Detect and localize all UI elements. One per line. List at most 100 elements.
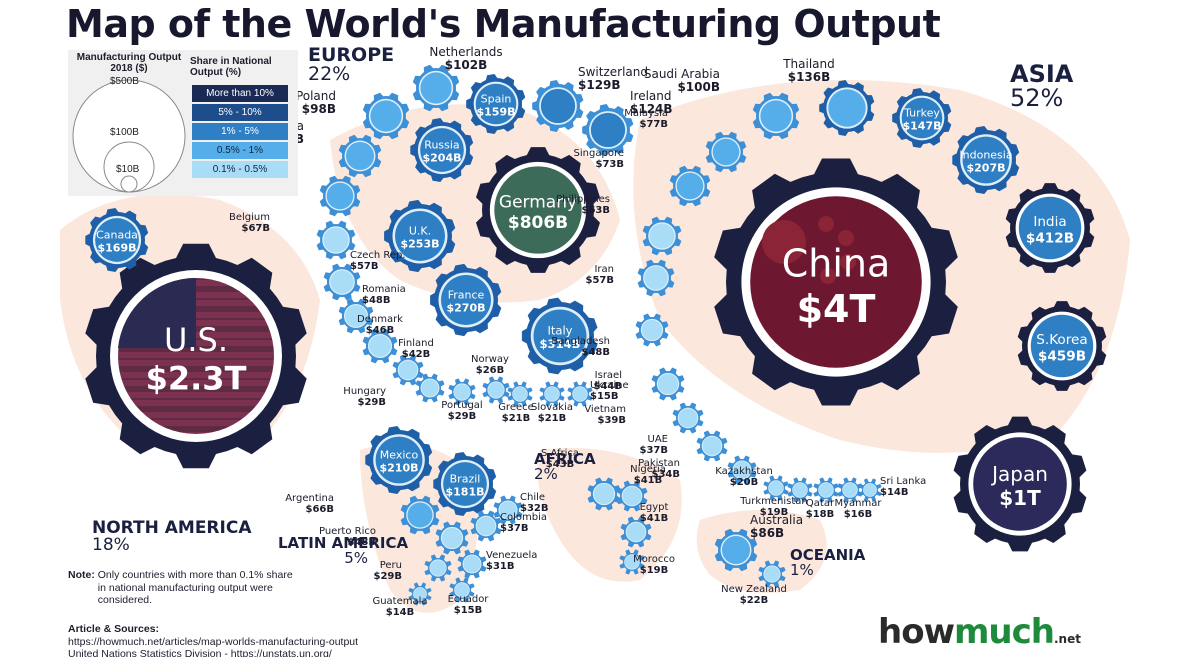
country-value: $19B xyxy=(640,565,669,576)
flag-face xyxy=(626,522,646,542)
country-value: $14B xyxy=(880,487,909,498)
source-link-unstats[interactable]: United Nations Statistics Division - htt… xyxy=(68,648,332,657)
flag-face xyxy=(1030,314,1094,378)
gear-myanmar xyxy=(837,477,863,503)
flag-face xyxy=(420,72,452,104)
flag-face xyxy=(494,166,582,254)
flag-face xyxy=(702,436,722,456)
country-value: $43B xyxy=(546,459,575,470)
country-name: Greece xyxy=(498,402,534,413)
country-name: France xyxy=(448,288,485,301)
brand-net: .net xyxy=(1053,632,1081,646)
footnote: Note: Only countries with more than 0.1%… xyxy=(68,569,304,607)
region-oceania-share: 1% xyxy=(790,561,814,579)
country-value: $207B xyxy=(967,162,1006,175)
country-value: $15B xyxy=(590,391,619,402)
flag-face xyxy=(488,382,504,398)
country-name: Indonesia xyxy=(959,148,1012,161)
country-name: S.Africa xyxy=(541,448,579,459)
country-value: $412B xyxy=(1026,230,1074,246)
region-africa: AFRICA 2% xyxy=(534,452,596,482)
country-name: Germany xyxy=(499,192,577,212)
gear-slovakia xyxy=(539,381,565,407)
country-value: $124B xyxy=(630,102,673,116)
flag-face xyxy=(398,360,418,380)
country-value: $48B xyxy=(362,295,391,306)
country-name: Russia xyxy=(424,138,459,151)
country-value: $19B xyxy=(760,507,789,518)
country-value: $37B xyxy=(500,523,529,534)
gear-brazil xyxy=(433,452,497,516)
gear-vietnam xyxy=(672,402,704,434)
flag-face xyxy=(454,582,470,598)
legend-share-row: More than 10% xyxy=(192,85,288,102)
country-name: Thailand xyxy=(782,57,835,71)
gear-israel xyxy=(651,367,685,401)
country-name: Turkey xyxy=(903,106,940,119)
gear-egypt xyxy=(620,516,652,548)
flag-face xyxy=(95,218,139,262)
region-north-america-share: 18% xyxy=(92,535,130,555)
gear-indonesia xyxy=(952,126,1020,194)
gear-canada xyxy=(85,208,149,272)
country-name: Philippines xyxy=(556,194,610,205)
flag-face xyxy=(792,482,808,498)
flag-face xyxy=(463,555,481,573)
flag-star xyxy=(820,268,836,284)
country-name: Netherlands xyxy=(429,45,502,59)
region-latin-america-name: LATIN AMERICA xyxy=(278,534,409,552)
country-name: Sri Lanka xyxy=(880,476,926,487)
country-value: $21B xyxy=(538,413,567,424)
flag-face xyxy=(475,83,517,125)
brand-how: how xyxy=(878,612,955,652)
flag-face xyxy=(733,461,751,479)
country-name: Chile xyxy=(520,492,545,503)
gear-belgium xyxy=(316,220,356,260)
flag-face xyxy=(572,386,588,402)
legend-size-10: $10B xyxy=(116,164,140,175)
country-name: Kazakhstan xyxy=(715,466,773,477)
country-name: Belgium xyxy=(229,212,270,223)
gear-peru xyxy=(424,554,452,582)
country-value: $41B xyxy=(634,475,663,486)
gear-u-s xyxy=(85,243,307,469)
flag-face xyxy=(345,141,375,171)
gear-venezuela xyxy=(457,549,487,579)
flag-face xyxy=(375,436,423,484)
country-value: $4T xyxy=(797,287,876,331)
flag-face xyxy=(370,100,402,132)
region-north-america: NORTH AMERICA 18% xyxy=(92,520,251,554)
gear-russia xyxy=(410,118,474,182)
gear-colombia xyxy=(470,510,502,542)
flag-face xyxy=(764,566,780,582)
gear-greece xyxy=(507,381,533,407)
country-name: Ecuador xyxy=(448,594,490,605)
country-name: Egypt xyxy=(640,502,669,513)
country-value: $26B xyxy=(476,365,505,376)
country-value: $459B xyxy=(1038,348,1086,364)
country-value: $253B xyxy=(401,238,440,251)
flag-face xyxy=(540,88,576,124)
country-value: $129B xyxy=(578,78,621,92)
legend-share-row: 5% - 10% xyxy=(192,104,288,121)
region-europe: EUROPE 22% xyxy=(308,46,394,84)
country-value: $18B xyxy=(806,509,835,520)
flag-face xyxy=(828,89,866,127)
flag-star xyxy=(838,230,854,246)
country-name: Poland xyxy=(296,89,336,103)
country-value: $16B xyxy=(844,509,873,520)
country-name: Spain xyxy=(481,92,512,105)
country-name: Switzerland xyxy=(578,65,648,79)
flag-face xyxy=(622,486,642,506)
source-link-howmuch[interactable]: https://howmuch.net/articles/map-worlds-… xyxy=(68,635,359,648)
region-europe-name: EUROPE xyxy=(308,44,395,66)
country-value: $63B xyxy=(582,205,611,216)
region-latin-america-share: 5% xyxy=(344,549,368,567)
gear-austria xyxy=(338,134,382,178)
footnote-text: Only countries with more than 0.1% share… xyxy=(97,569,293,606)
flag-star xyxy=(840,254,856,270)
gear-uae xyxy=(696,430,728,462)
country-name: Peru xyxy=(380,560,402,571)
country-value: $57B xyxy=(586,275,615,286)
